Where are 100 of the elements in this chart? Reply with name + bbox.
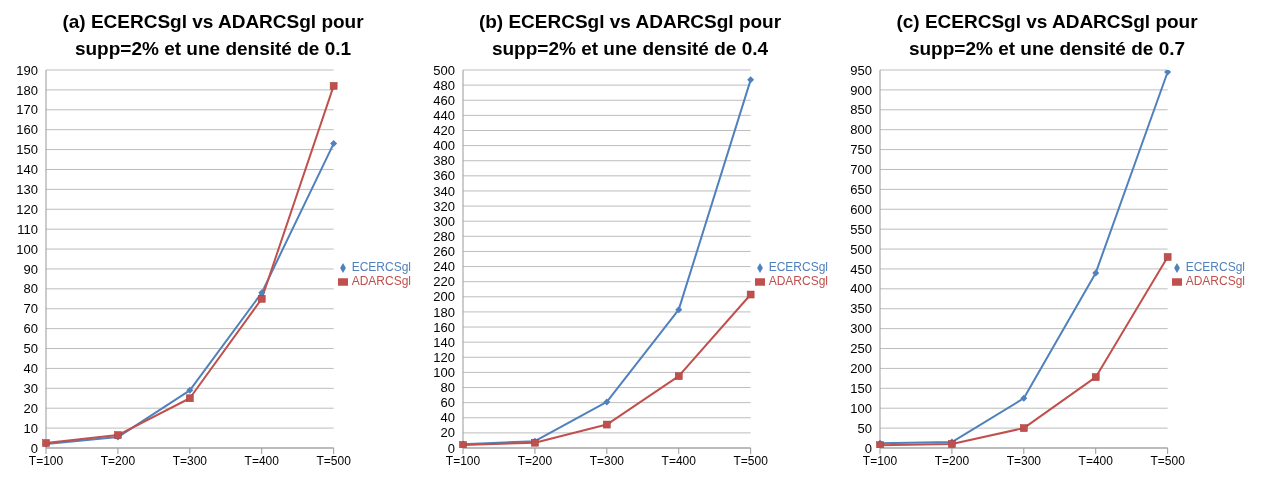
y-tick-label: 400 — [850, 281, 872, 297]
y-tick-label: 90 — [23, 261, 38, 277]
y-tick-label: 200 — [433, 289, 455, 305]
y-tick-label: 190 — [16, 62, 38, 78]
y-tick-label: 100 — [433, 365, 455, 381]
point — [1091, 373, 1100, 381]
y-tick-label: 500 — [850, 241, 872, 257]
point — [1164, 70, 1172, 76]
x-tick-label: T=200 — [517, 453, 553, 468]
y-tick-label: 40 — [23, 361, 38, 377]
point — [675, 306, 683, 314]
y-tick-label: 460 — [433, 92, 455, 108]
y-tick-label: 750 — [850, 142, 872, 158]
y-tick-label: 300 — [433, 213, 455, 229]
y-tick-label: 240 — [433, 259, 455, 275]
point — [186, 386, 194, 394]
legend-label: ADARCSgl — [1185, 274, 1245, 288]
y-tick-label: 150 — [16, 142, 38, 158]
y-tick-label: 480 — [433, 77, 455, 93]
y-tick-label: 400 — [433, 138, 455, 154]
point — [746, 290, 755, 299]
legend-label: ADARCSgl — [768, 274, 828, 288]
y-tick-label: 50 — [23, 341, 38, 357]
y-tick-label: 180 — [16, 82, 38, 98]
x-tick-label: T=500 — [316, 453, 352, 468]
y-tick-label: 10 — [23, 420, 38, 436]
point — [257, 295, 266, 303]
x-tick-label: T=200 — [934, 453, 970, 468]
point — [330, 140, 338, 148]
x-tick-label: T=400 — [1078, 453, 1114, 468]
y-tick-label: 120 — [433, 349, 455, 365]
point — [747, 76, 755, 84]
y-tick-label: 350 — [850, 301, 872, 317]
y-tick-label: 300 — [850, 321, 872, 337]
y-tick-label: 100 — [16, 241, 38, 257]
point — [1020, 394, 1028, 402]
y-tick-label: 110 — [17, 221, 38, 237]
x-tick-label: T=300 — [1006, 453, 1042, 468]
y-tick-label: 150 — [850, 380, 872, 396]
point — [1020, 424, 1028, 432]
y-tick-label: 20 — [440, 425, 455, 441]
y-tick-label: 320 — [433, 198, 455, 214]
y-tick-label: 0 — [447, 440, 455, 456]
y-tick-label: 550 — [850, 221, 872, 237]
point — [674, 372, 683, 380]
y-tick-label: 380 — [433, 153, 455, 169]
chart-title: (b) ECERCSgl vs ADARCSgl pour supp=2% et une densité de 0.4 — [477, 10, 783, 61]
point — [329, 82, 338, 90]
y-tick-label: 0 — [864, 440, 872, 456]
x-tick-label: T=500 — [1150, 453, 1186, 468]
y-tick-label: 140 — [16, 162, 38, 178]
y-tick-label: 60 — [23, 321, 38, 337]
x-tick-label: T=200 — [100, 453, 136, 468]
y-tick-label: 340 — [433, 183, 455, 199]
chart-title: (c) ECERCSgl vs ADARCSgl pour supp=2% et une densité de 0.7 — [895, 10, 1199, 61]
y-tick-label: 200 — [850, 361, 872, 377]
y-tick-label: 140 — [433, 334, 455, 350]
x-tick-label: T=100 — [445, 453, 481, 468]
y-tick-label: 900 — [850, 82, 872, 98]
y-tick-label: 250 — [850, 341, 872, 357]
y-tick-label: 40 — [440, 410, 455, 426]
x-tick-label: T=500 — [733, 453, 769, 468]
y-tick-label: 160 — [16, 122, 38, 138]
point — [1163, 253, 1172, 261]
y-tick-label: 60 — [440, 395, 455, 411]
y-tick-label: 80 — [23, 281, 38, 297]
x-tick-label: T=300 — [172, 453, 208, 468]
y-tick-label: 850 — [850, 102, 872, 118]
y-tick-label: 180 — [433, 304, 455, 320]
legend-label: ECERCSgl — [351, 260, 411, 274]
y-tick-label: 950 — [850, 62, 872, 78]
y-tick-label: 360 — [433, 168, 455, 184]
x-tick-label: T=100 — [28, 453, 64, 468]
y-tick-label: 700 — [850, 162, 872, 178]
chart-title: (a) ECERCSgl vs ADARCSgl pour supp=2% et une densité de 0.1 — [61, 10, 365, 61]
y-tick-label: 420 — [433, 123, 455, 139]
legend-label: ECERCSgl — [768, 260, 828, 274]
point — [186, 394, 194, 403]
y-tick-label: 600 — [850, 201, 872, 217]
y-tick-label: 0 — [30, 440, 38, 456]
y-tick-label: 70 — [23, 301, 38, 317]
y-tick-label: 160 — [433, 319, 455, 335]
x-tick-label: T=400 — [244, 453, 280, 468]
y-tick-label: 50 — [857, 420, 872, 436]
y-tick-label: 280 — [433, 228, 455, 244]
point — [603, 398, 611, 406]
y-tick-label: 500 — [433, 62, 455, 78]
y-tick-label: 450 — [850, 261, 872, 277]
y-tick-label: 220 — [433, 274, 455, 290]
y-tick-label: 30 — [23, 380, 38, 396]
point — [603, 420, 611, 429]
y-tick-label: 130 — [16, 181, 38, 197]
y-tick-label: 100 — [850, 400, 872, 416]
legend-label: ADARCSgl — [351, 274, 411, 288]
x-tick-label: T=400 — [661, 453, 697, 468]
y-tick-label: 120 — [16, 201, 38, 217]
y-tick-label: 650 — [850, 181, 872, 197]
y-tick-label: 170 — [16, 102, 38, 118]
x-tick-label: T=300 — [589, 453, 625, 468]
y-tick-label: 440 — [433, 107, 455, 123]
